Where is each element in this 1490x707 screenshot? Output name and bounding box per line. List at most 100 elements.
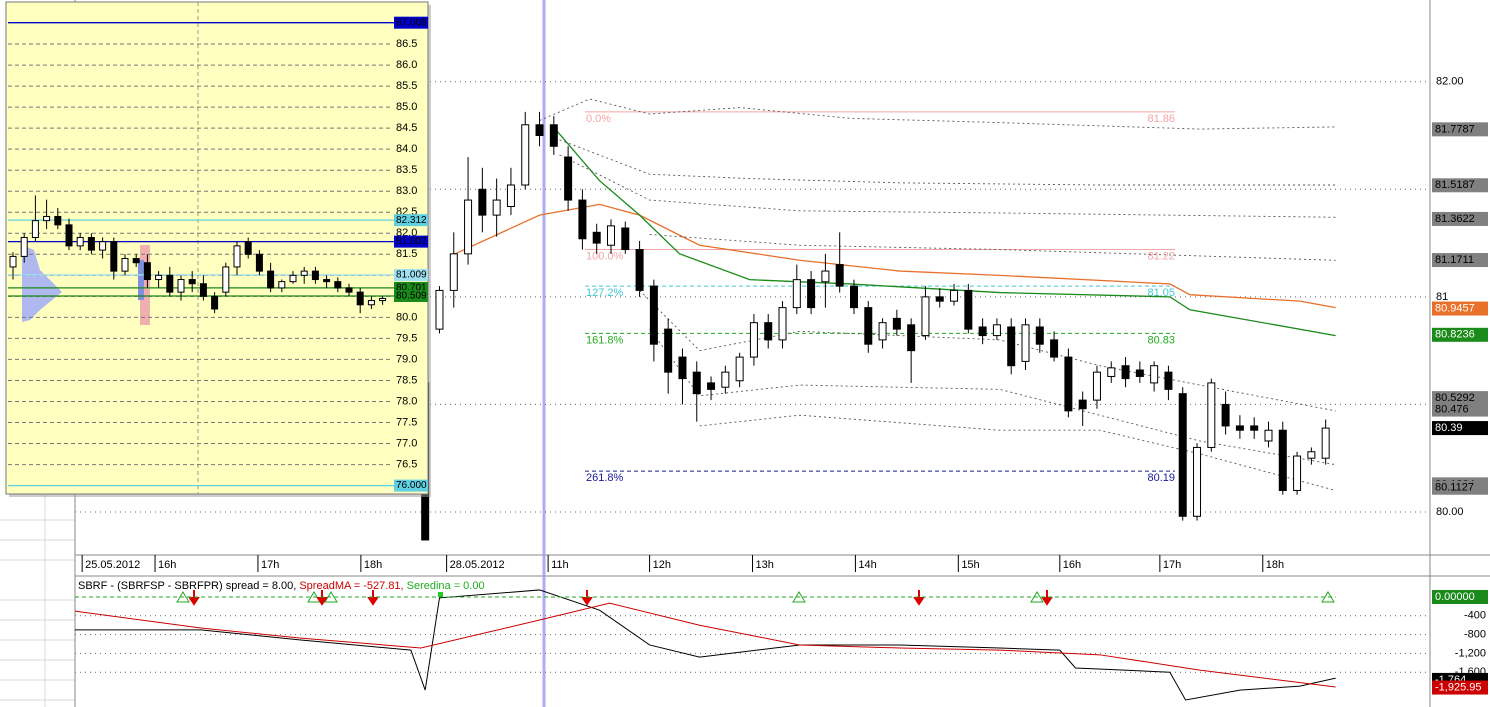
series-name: Seredina = 0.00 [407,580,485,592]
candle-body [132,258,140,264]
price-tag-label: 80.9457 [1435,302,1475,314]
candle-body [764,322,773,341]
sheet-grid [0,495,75,707]
y-tick-label: 81.5 [396,248,417,260]
candle-body [1021,324,1030,362]
candle-body [379,297,387,302]
candle-body [289,274,297,283]
x-tick-label: 16h [158,559,176,571]
fib-label: 0.0% [586,113,611,125]
fib-label: 161.8% [586,334,624,346]
series-name: SpreadMA = -527.81, [299,580,403,592]
candle-body [1078,399,1087,410]
candle-body [964,289,973,330]
y-tick-label: 84.5 [396,122,417,134]
indicator-panel: SBRF - (SBRFSP - SBRFPR) spread = 8.00, S… [74,580,1488,701]
candle-body [564,156,573,201]
price-tag-label: 81.7787 [1435,123,1475,135]
candle-body [121,258,129,272]
candle-body [356,291,364,306]
level-label: 87.008 [396,17,427,28]
price-tag-label: 81.5187 [1435,179,1475,191]
fib-label: 261.8% [586,472,624,484]
price-tag-label: 80.39 [1435,422,1463,434]
price-tag-label: 80.476 [1435,403,1469,415]
candle-body [1164,371,1173,390]
indicator-line [649,234,1336,261]
candle-body [345,287,353,293]
price-tag [1432,480,1488,495]
candle-body [211,295,219,310]
candle-body [1007,326,1016,367]
candle-body [492,199,501,216]
level-tag [394,235,428,248]
y-tick-label: 83.0 [396,185,417,197]
candle-body [110,241,118,272]
candle-body [54,215,62,226]
candle-body [506,184,515,208]
y-tick-label: -1,200 [1455,647,1486,659]
candle-body [707,382,716,390]
candle-body [935,296,944,302]
price-tag-label: 0.00000 [1435,591,1475,603]
y-tick-label: 77.0 [396,437,417,449]
indicator-line [539,98,1336,130]
candle-body [233,245,241,268]
candle-body [1193,446,1202,517]
volume-profile [22,245,150,325]
candle-body [950,289,959,302]
price-tag [1432,402,1488,417]
y-tick-label: 78.0 [396,395,417,407]
y-tick-label: 81 [1436,291,1448,303]
y-tick-label: 80.00 [1436,506,1464,518]
candle-body [311,270,319,281]
price-tag [1432,391,1488,406]
candle-body [1207,382,1216,448]
candle-body [692,371,701,395]
candle-body [323,279,331,283]
candle-body [99,241,107,251]
fib-price: 80.83 [1147,334,1175,346]
y-tick-label: 76.5 [396,458,417,470]
candle-body [1121,365,1130,380]
candle-body [435,289,444,330]
candle-body [778,307,787,341]
level-label: 80.701 [396,283,427,294]
price-tag [1432,589,1488,604]
y-tick-label: 79.5 [396,332,417,344]
price-tag [1432,327,1488,342]
price-tag-label: -1,925.95 [1435,681,1481,693]
price-tag [1432,178,1488,193]
candle-body [367,300,375,306]
candle-body [267,270,275,289]
candle-body [549,124,558,147]
candle-body [807,279,816,309]
candle-body [892,317,901,330]
candle-body [244,241,252,255]
candle-body [921,296,930,337]
price-tag-label: 80.1127 [1435,482,1474,494]
indicator-line [699,414,1336,491]
fib-label: 100.0% [586,250,624,262]
candle-body [65,224,73,247]
y-tick-label: -400 [1464,610,1486,622]
candle-body [1050,339,1059,358]
price-tag [1432,421,1488,436]
candle-body [43,215,51,222]
candle-body [606,225,615,246]
price-tag [1432,301,1488,316]
candle-body [166,274,174,293]
inset-panel [5,1,429,495]
fib-label: 127.2% [586,287,624,299]
fib-price: 80.19 [1147,472,1175,484]
candle-body [735,356,744,382]
candle-body [649,285,658,345]
candle-body [821,270,830,283]
y-tick-label: 83.5 [396,164,417,176]
fib-price: 81.86 [1147,113,1175,125]
candle-body [1221,403,1230,427]
fib-price: 81.22 [1147,250,1175,262]
candle-body [31,220,39,238]
level-tag [394,16,428,29]
